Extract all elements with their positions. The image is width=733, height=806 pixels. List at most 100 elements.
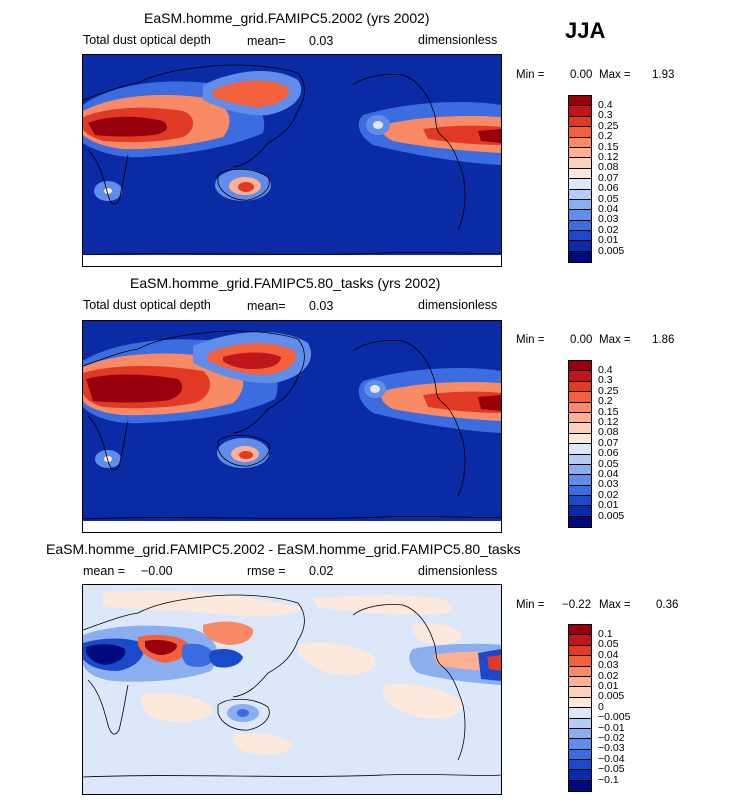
panel-2-dust-americas — [364, 380, 386, 398]
colorbar-segment — [569, 718, 591, 729]
colorbar-tick-label: 0.25 — [598, 384, 619, 397]
panel-1-coastlines — [83, 64, 501, 256]
panel-1-colorbar: 0.4 0.3 0.25 0.2 0.15 0.12 0.08 0.07 0.06 0.05 0.0… — [568, 95, 688, 264]
panel-1-dust-americas — [366, 115, 390, 135]
panel-3-positive-patches — [103, 590, 464, 755]
colorbar-segment — [569, 179, 591, 190]
colorbar-tick-label: 0.3 — [598, 109, 613, 122]
colorbar-segment — [569, 739, 591, 750]
colorbar-tick-label: 0.07 — [598, 436, 619, 449]
panel-1-title: EaSM.homme_grid.FAMIPC5.2002 (yrs 2002) — [144, 10, 430, 26]
colorbar-segment — [569, 210, 591, 221]
colorbar-segment — [569, 106, 591, 117]
colorbar-segment — [569, 749, 591, 761]
panel-3-title: EaSM.homme_grid.FAMIPC5.2002 - EaSM.homm… — [46, 541, 521, 557]
colorbar-segment — [569, 516, 591, 528]
colorbar-segment — [569, 676, 591, 688]
panel-3-max-label: Max = — [599, 599, 631, 611]
panel-2-variable: Total dust optical depth — [83, 298, 211, 312]
panel-1-min-value: 0.00 — [570, 69, 593, 81]
colorbar-tick-label: −0.05 — [598, 763, 625, 776]
colorbar-tick-label: 0.02 — [598, 488, 619, 501]
panel-1-max-value: 1.93 — [652, 69, 675, 81]
colorbar-segment — [569, 220, 591, 232]
colorbar-segment — [569, 728, 591, 740]
colorbar-tick-label: 0.06 — [598, 182, 619, 195]
colorbar-tick-label: 0.15 — [598, 405, 619, 418]
colorbar-tick-label: −0.1 — [598, 773, 619, 786]
colorbar-segment — [569, 137, 591, 148]
colorbar-tick-label: 0.12 — [598, 415, 619, 428]
colorbar-segment — [569, 423, 591, 434]
panel-2-dust-southern-africa — [95, 450, 121, 468]
panel-3-rmse-label: rmse = — [247, 564, 286, 578]
colorbar-tick-label: −0.02 — [598, 731, 625, 744]
colorbar-tick-label: 0.005 — [598, 244, 625, 257]
panel-2-mean-value: 0.03 — [309, 299, 334, 313]
panel-3-max-value: 0.36 — [656, 599, 679, 611]
colorbar-tick-label: 0.03 — [598, 213, 619, 226]
panel-2-min-value: 0.00 — [570, 334, 593, 346]
colorbar-segment — [569, 666, 591, 677]
colorbar-tick-label: 0.03 — [598, 659, 619, 672]
colorbar-segment — [569, 412, 591, 424]
panel-3-min-label: Min = — [516, 599, 545, 611]
season-label: JJA — [565, 18, 606, 43]
panel-2-units: dimensionless — [418, 298, 498, 312]
colorbar-tick-label: 0.01 — [598, 679, 619, 692]
colorbar-segment — [569, 464, 591, 476]
panel-1-min-label: Min = — [516, 69, 545, 81]
panel-3-diff-north-africa — [83, 625, 218, 682]
colorbar-tick-label: 0.2 — [598, 130, 613, 143]
colorbar-tick-label: −0.005 — [598, 711, 631, 724]
panel-2-colorbar-strip — [568, 360, 592, 529]
colorbar-tick-label: 0.005 — [598, 509, 625, 522]
panel-3-colorbar-strip — [568, 624, 592, 793]
colorbar-tick-label: 0.02 — [598, 669, 619, 682]
colorbar-tick-label: 0.3 — [598, 374, 613, 387]
colorbar-tick-label: 0.08 — [598, 426, 619, 439]
colorbar-tick-label: 0.04 — [598, 467, 619, 480]
panel-3-background-field — [83, 585, 501, 794]
colorbar-segment — [569, 485, 591, 497]
panel-1-dust-australia — [215, 169, 271, 201]
colorbar-segment — [569, 770, 591, 781]
panel-2-map — [82, 320, 502, 533]
colorbar-segment — [569, 697, 591, 709]
colorbar-tick-label: −0.01 — [598, 721, 625, 734]
panel-3-diff-australia — [227, 704, 259, 722]
panel-1-mean-value: 0.03 — [309, 34, 334, 48]
panel-2-colorbar: 0.4 0.3 0.25 0.2 0.15 0.12 0.08 0.07 0.06 0.05 0.0… — [568, 360, 688, 529]
panel-2-max-label: Max = — [599, 334, 631, 346]
colorbar-tick-label: 0.2 — [598, 395, 613, 408]
colorbar-segment — [569, 687, 591, 698]
panel-1-dust-asia — [203, 70, 302, 116]
colorbar-tick-label: 0.1 — [598, 627, 613, 640]
panel-1-missing-data-band — [83, 255, 501, 266]
panel-3-diff-atlantic — [409, 643, 501, 685]
panel-2-min-label: Min = — [516, 334, 545, 346]
colorbar-segment — [569, 392, 591, 403]
panel-3-units: dimensionless — [418, 564, 498, 578]
colorbar-tick-label: 0.07 — [598, 171, 619, 184]
colorbar-segment — [569, 760, 591, 771]
panel-3-diff-arabia — [203, 621, 254, 668]
colorbar-segment — [569, 635, 591, 646]
panel-1-mean-label: mean= — [247, 34, 286, 48]
colorbar-segment — [569, 475, 591, 486]
panel-3-rmse-value: 0.02 — [309, 564, 334, 578]
colorbar-tick-label: 0.25 — [598, 119, 619, 132]
panel-1-variable: Total dust optical depth — [83, 33, 211, 47]
colorbar-tick-label: 0.04 — [598, 202, 619, 215]
colorbar-segment — [569, 189, 591, 200]
panel-1-max-label: Max = — [599, 69, 631, 81]
colorbar-segment — [569, 506, 591, 517]
colorbar-segment — [569, 116, 591, 128]
colorbar-tick-label: 0.05 — [598, 192, 619, 205]
colorbar-segment — [569, 444, 591, 455]
colorbar-segment — [569, 708, 591, 719]
panel-3-colorbar: 0.1 0.05 0.04 0.03 0.02 0.01 0.005 0 −0.005 −0.01… — [568, 624, 698, 793]
colorbar-tick-label: 0.06 — [598, 447, 619, 460]
colorbar-segment — [569, 127, 591, 138]
colorbar-segment — [569, 780, 591, 792]
